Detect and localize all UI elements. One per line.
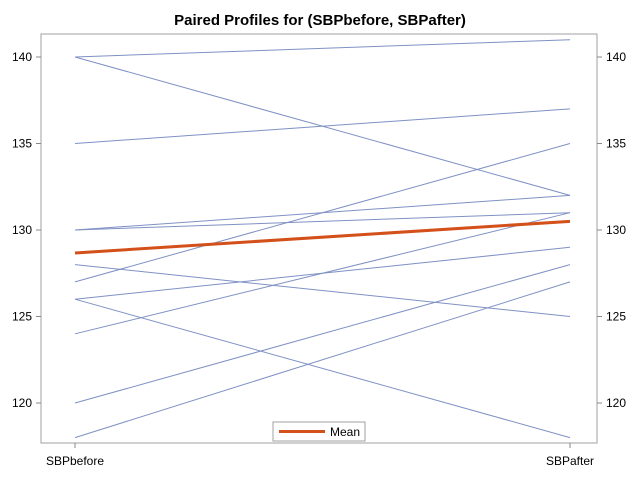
y-tick-label-right: 135 (606, 137, 626, 151)
y-tick-label-right: 125 (606, 310, 626, 324)
y-tick-label-left: 135 (12, 137, 32, 151)
x-tick-label: SBPbefore (46, 454, 104, 468)
y-tick-label-right: 120 (606, 396, 626, 410)
legend-mean-label: Mean (330, 425, 360, 439)
profile-line (74, 264, 571, 404)
mean-line (74, 219, 571, 255)
profile-line (74, 108, 571, 144)
y-tick-label-left: 140 (12, 50, 32, 64)
y-tick-label-left: 130 (12, 223, 32, 237)
profile-line (74, 212, 571, 335)
legend: Mean (272, 421, 366, 442)
y-axis-left: 120 125 130 135 140 (12, 50, 41, 410)
y-tick-label-right: 140 (606, 50, 626, 64)
y-tick-label-right: 130 (606, 223, 626, 237)
mean-line-group (74, 219, 571, 255)
plot-frame (40, 33, 598, 444)
profile-line (74, 281, 571, 439)
x-tick-label: SBPafter (546, 454, 594, 468)
y-tick-label-left: 120 (12, 396, 32, 410)
profile-line (74, 39, 571, 58)
profile-line (74, 264, 571, 317)
profile-lines (74, 39, 571, 439)
profile-line (74, 212, 571, 231)
y-tick-label-left: 125 (12, 310, 32, 324)
profile-line (74, 143, 571, 283)
x-axis: SBPbefore SBPafter (46, 443, 594, 468)
y-axis-right: 120 125 130 135 140 (597, 50, 626, 410)
profile-line (74, 298, 571, 439)
chart-title: Paired Profiles for (SBPbefore, SBPafter… (174, 12, 466, 29)
